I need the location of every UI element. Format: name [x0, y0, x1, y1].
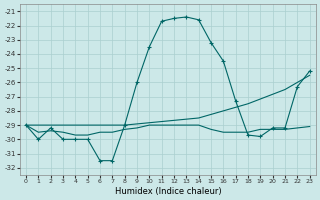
X-axis label: Humidex (Indice chaleur): Humidex (Indice chaleur) — [115, 187, 221, 196]
